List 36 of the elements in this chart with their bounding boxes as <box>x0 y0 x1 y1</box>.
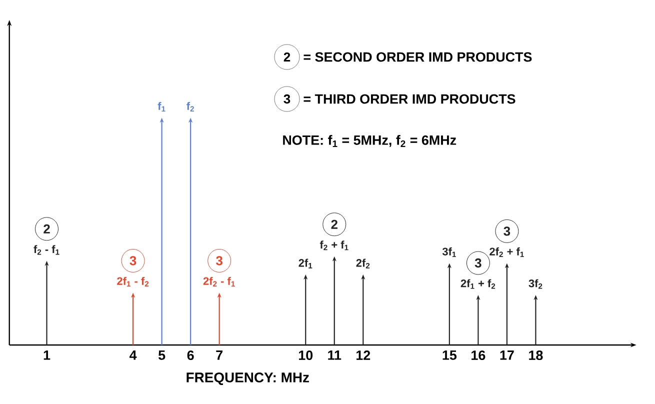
x-tick-label: 6 <box>187 350 194 360</box>
x-tick-label: 18 <box>529 350 543 360</box>
text: = SECOND ORDER IMD PRODUCTS <box>304 52 532 62</box>
annotation: 3f$_{1}$ <box>442 247 456 257</box>
x-tick-label: 15 <box>442 350 457 360</box>
annotation: 2f$_{1}$ + f$_{2}$ <box>460 279 496 289</box>
x-tick-label: 7 <box>216 350 222 360</box>
text: = THIRD ORDER IMD PRODUCTS <box>304 94 516 104</box>
x-axis-title: FREQUENCY: MHz <box>186 372 309 386</box>
x-tick-label: 10 <box>298 350 313 360</box>
x-tick-label: 17 <box>500 350 514 360</box>
text: 2 <box>284 52 290 62</box>
x-tick-label: 12 <box>356 350 370 360</box>
text: 3 <box>284 94 290 104</box>
x-tick-label: 16 <box>472 350 486 360</box>
annotation: 3 <box>504 226 510 236</box>
annotation: 2f$_{1}$ <box>298 258 312 268</box>
x-tick-label: 11 <box>328 350 342 360</box>
annotation: 2 <box>44 224 50 234</box>
x-tick-label: 1 <box>44 350 50 360</box>
annotation: 2f$_{2}$ <box>356 258 370 268</box>
annotation: 2f$_{1}$ - f$_{2}$ <box>117 276 149 287</box>
annotation: NOTE: f$_{1}$ = 5MHz, f$_{2}$ = 6MHz <box>283 135 456 147</box>
x-tick-label: 4 <box>130 350 137 360</box>
annotation: f$_{2}$ - f$_{1}$ <box>34 245 60 255</box>
annotation: 2f$_{2}$ - f$_{1}$ <box>203 276 235 287</box>
annotation: 2 <box>331 220 338 229</box>
annotation: 3 <box>474 258 482 268</box>
annotation: f$_{1}$ <box>158 102 166 112</box>
annotation: 3f$_{2}$ <box>528 279 542 289</box>
annotation: 2f$_{2}$ + f$_{1}$ <box>490 247 524 257</box>
annotation: 3 <box>130 256 136 266</box>
annotation: f$_{2}$ <box>186 102 194 112</box>
x-tick-label: 5 <box>158 350 166 360</box>
annotation: 3 <box>216 256 222 266</box>
annotation: f$_{2}$ + f$_{1}$ <box>320 240 348 250</box>
